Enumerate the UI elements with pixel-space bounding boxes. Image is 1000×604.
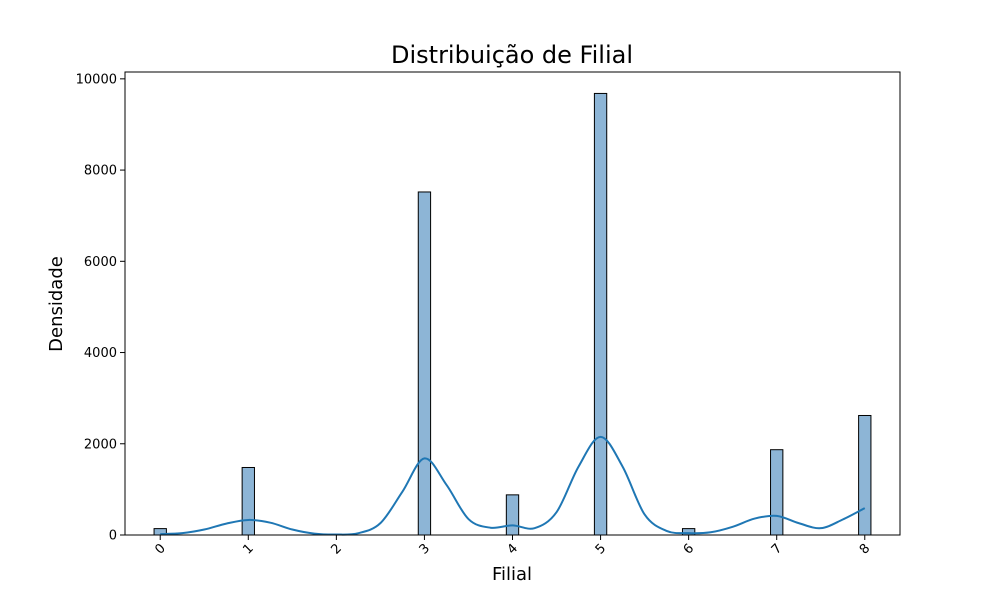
y-tick-label: 8000 — [84, 164, 117, 179]
y-tick-label: 4000 — [84, 346, 117, 361]
x-tick-label: 6 — [681, 541, 697, 557]
axes-frame — [124, 71, 901, 536]
x-tick-label: 3 — [417, 541, 433, 557]
x-tick-label: 0 — [152, 541, 168, 557]
x-axis-label: Filial — [492, 564, 532, 585]
x-tick-label: 4 — [505, 541, 521, 557]
chart-title: Distribuição de Filial — [391, 41, 633, 69]
x-tick-label: 2 — [328, 541, 344, 557]
y-tick-label: 0 — [109, 529, 117, 544]
x-tick-label: 1 — [240, 541, 256, 557]
histogram-bar — [858, 414, 872, 536]
histogram-bar — [241, 466, 255, 536]
y-tick-label: 6000 — [84, 255, 117, 270]
x-tick-label: 5 — [593, 541, 609, 557]
y-tick-label: 10000 — [76, 72, 117, 87]
plot-area: 0 1 2 3 4 5 6 7 8 0 2000 4000 6000 8000 10000 — [76, 71, 901, 558]
x-tick-label: 8 — [857, 541, 873, 557]
histogram-bar — [505, 494, 520, 536]
histogram-bar — [593, 92, 608, 536]
y-axis-label: Densidade — [46, 256, 67, 352]
histogram-bar — [770, 449, 784, 536]
kde-line — [160, 435, 866, 536]
histogram-bar — [417, 191, 432, 536]
y-tick-label: 2000 — [84, 437, 117, 452]
x-tick-label: 7 — [769, 541, 785, 557]
